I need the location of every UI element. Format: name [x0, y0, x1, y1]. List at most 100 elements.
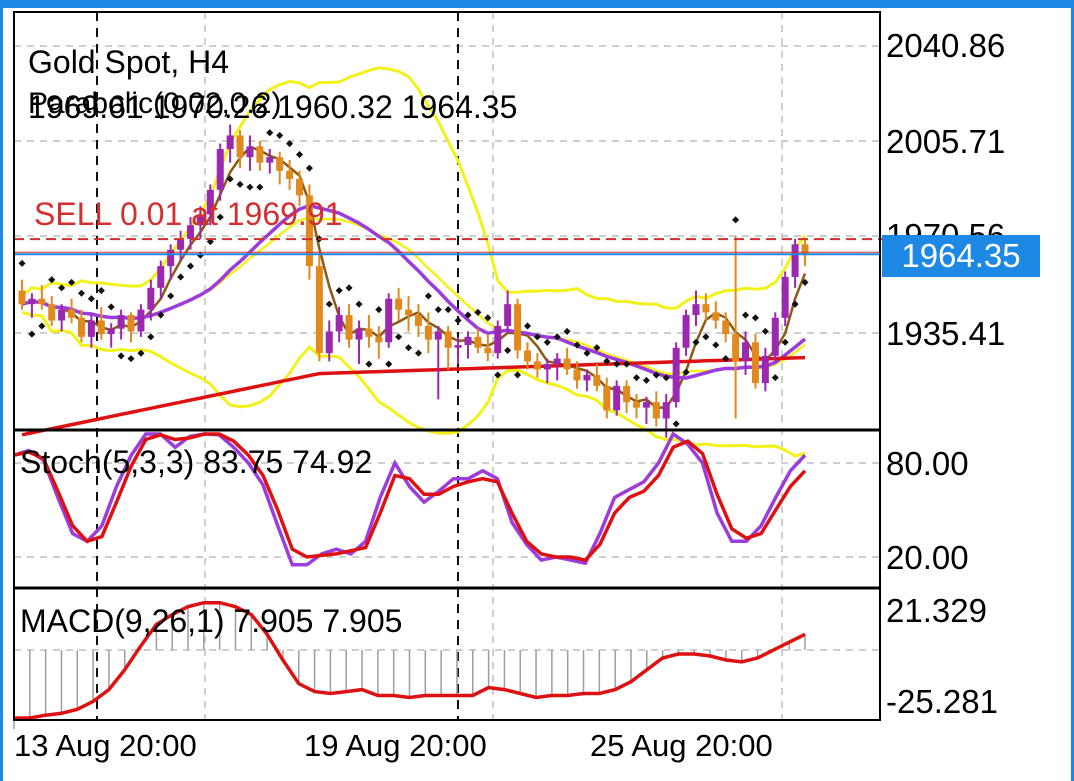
stoch-d-line	[13, 432, 807, 563]
candle-body	[523, 350, 531, 362]
candle-body	[375, 336, 383, 343]
candle-body	[196, 214, 204, 226]
sar-dot	[603, 357, 611, 365]
macd-label: MACD(9,26,1) 7.905 7.905	[20, 603, 403, 639]
sar-dot	[593, 344, 601, 352]
candle-body	[296, 178, 304, 196]
macd-tick-label: -25.281	[886, 683, 998, 720]
stoch-tick-label: 80.00	[886, 445, 969, 482]
sar-dot	[58, 284, 66, 292]
sar-dot	[375, 306, 383, 314]
candle-body	[494, 325, 502, 354]
candle-body	[771, 317, 779, 356]
sar-dot	[672, 420, 680, 428]
sar-dot	[77, 289, 86, 297]
candle-body	[702, 304, 710, 313]
candle-body	[266, 157, 274, 163]
sar-dot	[87, 295, 95, 303]
sar-dot	[236, 180, 244, 188]
sar-dot	[345, 284, 353, 292]
candle-body	[484, 347, 492, 354]
sar-dot	[107, 303, 115, 311]
candle-body	[355, 328, 363, 340]
candle-body	[315, 266, 323, 354]
ema-fast-line	[21, 145, 807, 409]
sar-dot	[177, 273, 185, 281]
sar-dot	[454, 316, 462, 325]
bollinger-lower	[21, 310, 806, 458]
candle-body	[434, 331, 442, 340]
candle-body	[236, 135, 244, 158]
sar-dot	[167, 292, 175, 300]
candle-body	[424, 325, 432, 340]
candle-body	[593, 374, 601, 386]
sar-dot	[464, 311, 472, 319]
candle-body	[18, 290, 26, 305]
candle-body	[335, 315, 343, 332]
candle-body	[127, 315, 135, 332]
sar-dot	[682, 368, 690, 376]
candle-body	[167, 249, 175, 267]
sar-dot	[355, 300, 363, 308]
sell-order-label[interactable]: SELL 0.01 at 1969.91	[34, 196, 343, 232]
candle-body	[305, 195, 313, 267]
sar-dot	[276, 131, 284, 139]
candle-body	[672, 347, 680, 403]
sar-dot	[246, 183, 254, 191]
candle-body	[157, 266, 165, 288]
x-tick-label: 19 Aug 20:00	[304, 728, 487, 763]
sar-dot	[504, 346, 512, 354]
sar-dot	[385, 360, 393, 368]
parabolic-sar-dots	[18, 129, 809, 428]
sar-dot	[404, 344, 413, 352]
candle-body	[682, 315, 690, 348]
candle-body	[692, 304, 700, 316]
candle-body	[742, 342, 750, 362]
sar-dot	[216, 213, 224, 221]
candle-body	[751, 342, 759, 384]
sar-dot	[295, 150, 304, 159]
sar-dot	[137, 349, 145, 357]
candle-body	[87, 320, 95, 337]
sar-dot	[761, 327, 769, 335]
candle-body	[613, 385, 621, 411]
candle-body	[623, 385, 631, 403]
candle-body	[395, 298, 403, 310]
candle-body	[256, 146, 264, 163]
x-tick-label: 13 Aug 20:00	[14, 728, 197, 763]
sar-dot	[365, 360, 373, 368]
symbol-title: Gold Spot, H4	[28, 44, 229, 80]
window-frame	[0, 8, 1074, 781]
sar-dot	[791, 300, 799, 308]
sar-dot	[28, 330, 36, 338]
candle-body	[464, 336, 472, 346]
candle-body	[38, 298, 46, 305]
candle-body	[761, 355, 769, 384]
stoch-lines	[13, 431, 807, 567]
candle-body	[652, 402, 660, 419]
panel-borders	[13, 11, 881, 721]
candle-body	[246, 146, 254, 158]
candle-body	[722, 320, 730, 335]
sar-dot	[573, 341, 581, 349]
y-tick-label: 2005.71	[886, 123, 1006, 160]
moving-averages	[21, 145, 807, 437]
sar-dot	[38, 322, 46, 330]
sar-dot	[692, 338, 700, 346]
current-price-tag: 1964.35	[882, 235, 1040, 277]
sar-dot	[186, 262, 195, 270]
bollinger-upper	[21, 66, 807, 310]
bollinger-bands	[21, 66, 807, 458]
sar-dot	[117, 352, 125, 360]
sar-dot	[147, 333, 155, 341]
sar-dot	[781, 338, 789, 346]
candle-body	[791, 244, 799, 277]
sar-dot	[732, 216, 740, 224]
ohlc-readout: 1969.61 1970.26 1960.32 1964.35	[28, 89, 518, 125]
candle-body	[107, 328, 115, 335]
y-tick-label: 2040.86	[886, 27, 1006, 64]
candle-body	[48, 304, 56, 321]
sar-dot	[395, 333, 403, 341]
candle-body	[533, 361, 541, 370]
